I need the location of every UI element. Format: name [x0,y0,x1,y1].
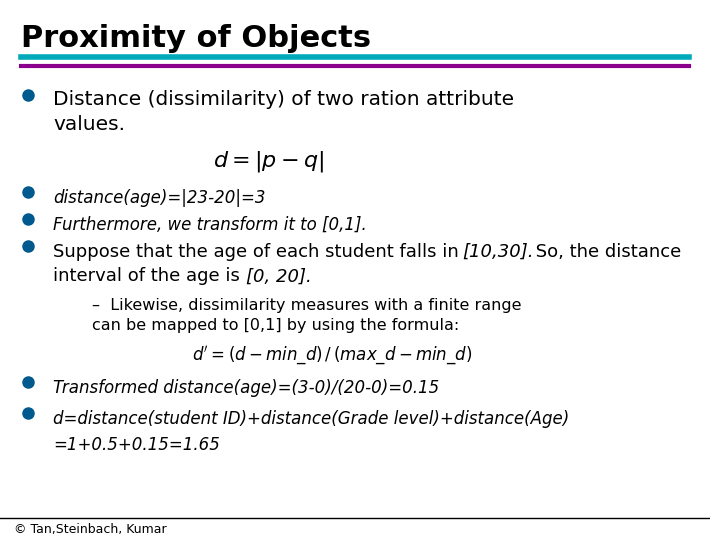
Text: $d = |p - q|$: $d = |p - q|$ [213,148,324,173]
Text: So, the distance: So, the distance [531,243,682,261]
Text: © Tan,Steinbach, Kumar: © Tan,Steinbach, Kumar [14,523,167,536]
Text: interval of the age is: interval of the age is [53,267,246,285]
Text: Transformed distance(age)=(3-0)/(20-0)=0.15: Transformed distance(age)=(3-0)/(20-0)=0… [53,379,439,397]
Text: distance(age)=|23-20|=3: distance(age)=|23-20|=3 [53,189,266,207]
Text: Distance (dissimilarity) of two ration attribute
values.: Distance (dissimilarity) of two ration a… [53,90,514,134]
Text: –  Likewise, dissimilarity measures with a finite range
can be mapped to [0,1] b: – Likewise, dissimilarity measures with … [92,298,522,333]
Text: [10,30].: [10,30]. [462,243,534,261]
Text: =1+0.5+0.15=1.65: =1+0.5+0.15=1.65 [53,436,220,454]
Text: d=distance(student ID)+distance(Grade level)+distance(Age): d=distance(student ID)+distance(Grade le… [53,410,570,428]
Text: Furthermore, we transform it to [0,1].: Furthermore, we transform it to [0,1]. [53,216,367,234]
Text: Suppose that the age of each student falls in: Suppose that the age of each student fal… [53,243,464,261]
Text: $d' = (d - min\_d)\,/\,(max\_d - min\_d)$: $d' = (d - min\_d)\,/\,(max\_d - min\_d)… [192,345,472,367]
Text: [0, 20].: [0, 20]. [246,267,312,285]
Text: Proximity of Objects: Proximity of Objects [22,24,372,53]
